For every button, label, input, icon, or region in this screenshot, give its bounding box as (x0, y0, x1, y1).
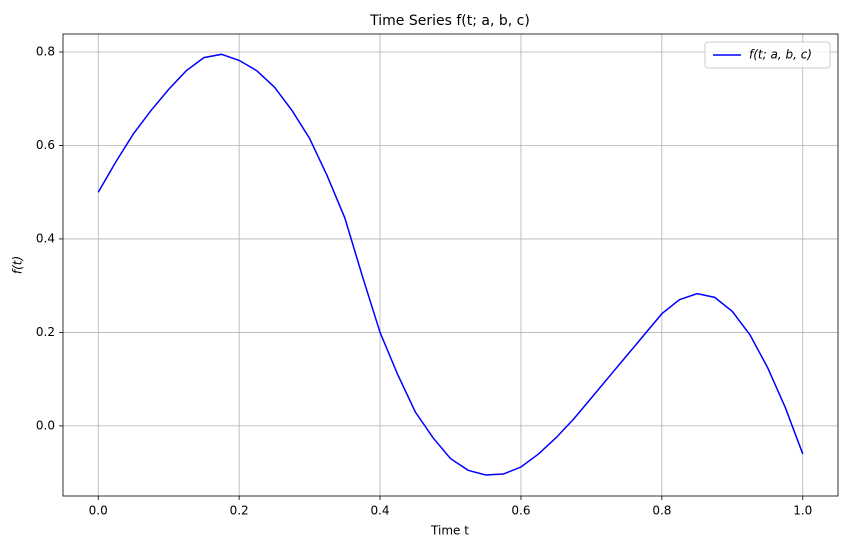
y-tick-label: 0.6 (36, 138, 55, 152)
x-axis-label: Time t (430, 524, 469, 538)
data-line (97, 53, 804, 476)
y-tick-label: 0.2 (36, 325, 55, 339)
grid: 0.0 0.2 0.4 0.6 0.8 1.0 0.0 0.2 0.4 0.6 0.8 (36, 34, 838, 518)
y-tick-label: 0.8 (36, 44, 55, 58)
y-axis-label: f(t) (11, 256, 25, 274)
x-tick-label: 0.8 (652, 504, 671, 518)
legend: f(t; a, b, c) (704, 41, 831, 69)
chart-title: Time Series f(t; a, b, c) (369, 13, 530, 29)
axes-frame (62, 33, 839, 497)
x-tick-label: 1.0 (793, 504, 812, 518)
y-tick-label: 0.0 (36, 418, 55, 432)
x-tick-label: 0.6 (511, 504, 530, 518)
y-tick-label: 0.4 (36, 231, 55, 245)
plot-area (97, 53, 804, 476)
x-tick-label: 0.0 (89, 504, 108, 518)
legend-box (704, 41, 831, 69)
x-tick-label: 0.2 (230, 504, 249, 518)
x-tick-label: 0.4 (370, 504, 389, 518)
legend-label: f(t; a, b, c) (749, 48, 812, 62)
